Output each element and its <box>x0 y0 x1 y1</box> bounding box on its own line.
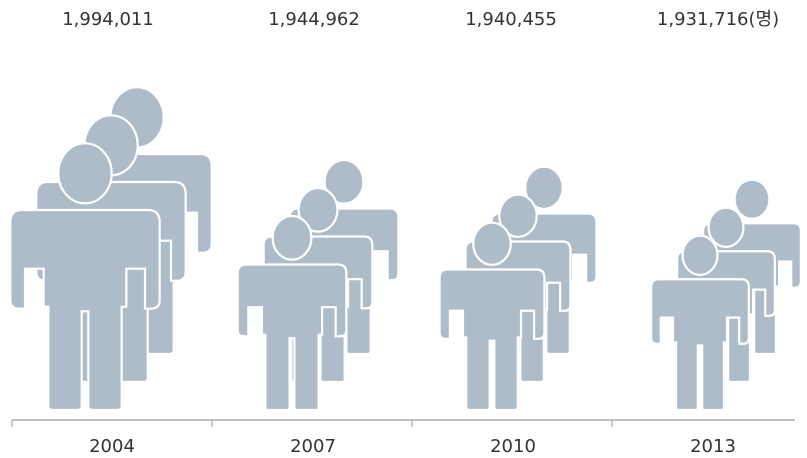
value-label-2007: 1,944,962 <box>268 9 360 30</box>
pictogram-group-2004 <box>10 87 211 410</box>
pictogram-group-2010 <box>440 167 597 410</box>
x-tick-label-2007: 2007 <box>290 436 336 457</box>
value-label-2010: 1,940,455 <box>465 9 557 30</box>
figures-layer <box>10 87 800 410</box>
tick-layer <box>11 420 613 427</box>
x-tick-label-2004: 2004 <box>89 436 135 457</box>
value-label-2004: 1,994,011 <box>62 9 154 30</box>
x-tick-label-2013: 2013 <box>690 436 736 457</box>
pictogram-group-2013 <box>651 180 801 410</box>
x-tick-label-2010: 2010 <box>490 436 536 457</box>
value-label-2013: 1,931,716(명) <box>657 9 779 30</box>
pictogram-group-2007 <box>238 160 399 410</box>
